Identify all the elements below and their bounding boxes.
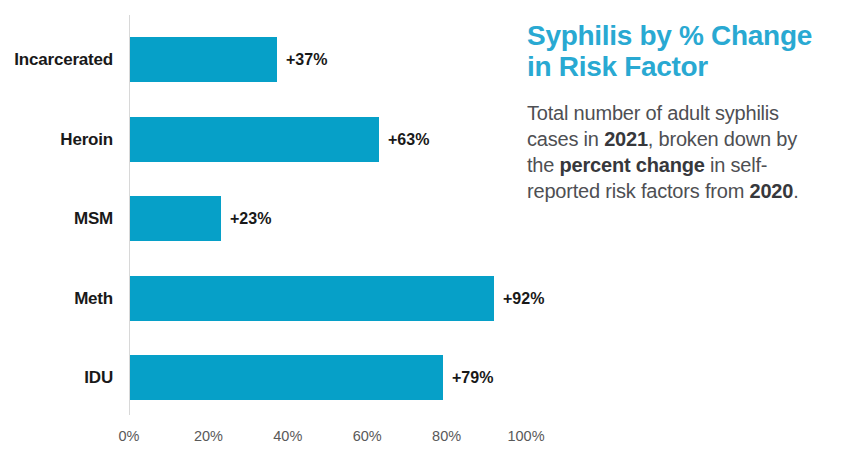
bar [130,117,379,162]
value-label: +79% [452,355,493,400]
description-text: , broken down by [648,128,797,150]
chart-title: Syphilis by % Changein Risk Factor [527,20,812,82]
bar [130,276,494,321]
x-axis-tick-label: 80% [432,428,461,444]
description-text: the [527,154,560,176]
value-label: +92% [503,276,544,321]
chart-title-line1: Syphilis by % Change [527,20,812,51]
category-label: IDU [0,355,113,400]
description-line: Total number of adult syphilis [527,100,799,126]
bar [130,355,443,400]
description-text: cases in [527,128,604,150]
infographic-slide: Incarcerated +37% Heroin +63% MSM +23% Meth +92… [0,0,848,463]
description-text: Total number of adult syphilis [527,102,779,124]
value-label: +23% [230,196,271,241]
bar-row: Meth +92% [0,276,848,321]
description-text: in self- [705,154,768,176]
description-text: . [793,180,798,202]
bar-row: IDU +79% [0,355,848,400]
bar [130,196,221,241]
value-label: +37% [286,37,327,82]
bar [130,37,277,82]
description-text: reported risk factors from [527,180,749,202]
description-line: the percent change in self- [527,152,799,178]
description-bold-text: 2020 [749,180,793,202]
category-label: MSM [0,196,113,241]
x-axis-tick-label: 60% [353,428,382,444]
description-bold-text: percent change [560,154,705,176]
x-axis-tick-label: 40% [273,428,302,444]
description-line: cases in 2021, broken down by [527,126,799,152]
chart-title-line2: in Risk Factor [527,51,708,82]
x-axis-tick-label: 20% [194,428,223,444]
description-bold-text: 2021 [604,128,648,150]
x-axis-tick-label: 0% [119,428,140,444]
value-label: +63% [388,117,429,162]
description-line: reported risk factors from 2020. [527,178,799,204]
x-axis-tick-label: 100% [507,428,544,444]
category-label: Meth [0,276,113,321]
category-label: Incarcerated [0,37,113,82]
category-label: Heroin [0,117,113,162]
chart-description: Total number of adult syphiliscases in 2… [527,100,799,204]
